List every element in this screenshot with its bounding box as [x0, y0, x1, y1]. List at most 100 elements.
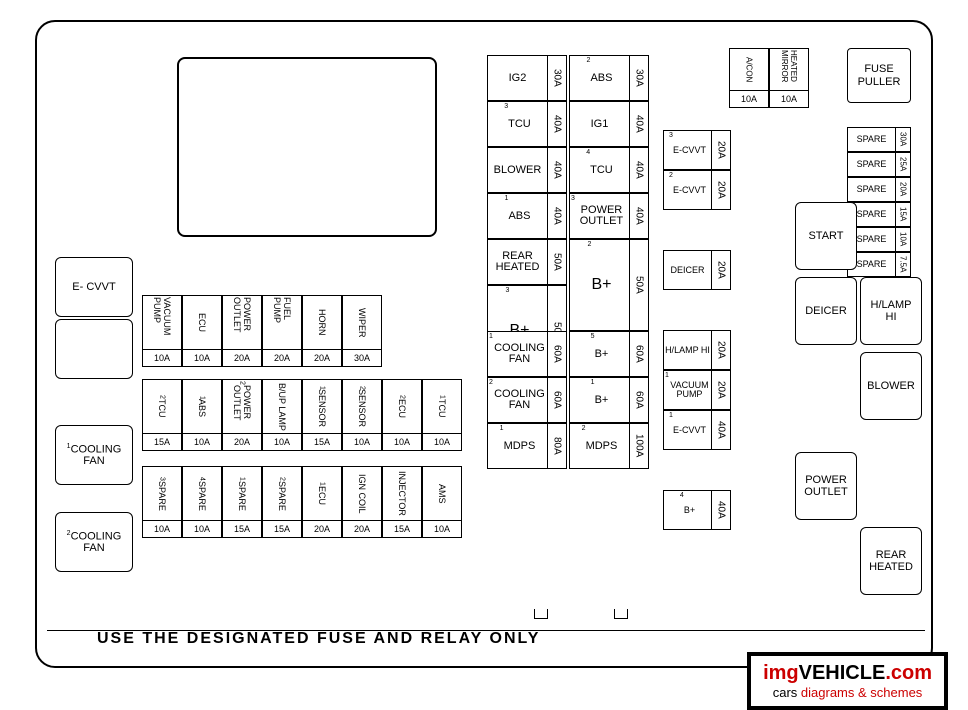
fuse-amp: 10A	[896, 228, 910, 251]
relay-hlamp-hi: H/LAMP HI	[860, 277, 922, 345]
fuse: 3TCU40A	[487, 101, 567, 147]
wm-sa: cars	[773, 685, 801, 700]
fuse: 2E-CVVT20A	[663, 170, 731, 210]
fuse-amp: 20A	[712, 251, 730, 289]
watermark-main: imgVEHICLE.com	[763, 662, 932, 685]
vfuse: B/UP LAMP10A	[262, 379, 302, 451]
fuse-amp: 20A	[896, 178, 910, 201]
fuse-amp: 15A	[223, 521, 261, 537]
vfuse: 1ABS10A	[182, 379, 222, 451]
fuse-amp: 20A	[303, 521, 341, 537]
vfuse: 1ECU20A	[302, 466, 342, 538]
fuse-puller: FUSE PULLER	[847, 48, 911, 103]
relay-start: START	[795, 202, 857, 270]
fuse: IG140A	[569, 101, 649, 147]
spare-fuse: SPARE20A	[847, 177, 911, 202]
fuse-label: INJECTOR	[383, 467, 421, 521]
fuse-amp: 30A	[548, 56, 566, 100]
fuse-label: 2SPARE	[263, 467, 301, 521]
fuse: REAR HEATED50A	[487, 239, 567, 285]
fuse-label: 3E-CVVT	[664, 131, 712, 169]
fuse-amp: 10A	[423, 521, 461, 537]
tab-2	[614, 609, 628, 619]
fuse-amp: 20A	[303, 350, 341, 366]
fuse-label: WIPER	[343, 296, 381, 350]
fuse: 2COOLING FAN60A	[487, 377, 567, 423]
fuse-amp: 40A	[712, 411, 730, 449]
fuse-label: 2TCU	[143, 380, 181, 434]
fuse-label: HEATED MIRROR	[770, 49, 808, 91]
wm-a: img	[763, 662, 799, 684]
fuse-label: AMS	[423, 467, 461, 521]
fuse-label: VACUUM PUMP	[143, 296, 181, 350]
fuse: 1E-CVVT40A	[663, 410, 731, 450]
fuse-label: 2MDPS	[570, 424, 630, 468]
fuse-amp: 40A	[630, 102, 648, 146]
fuse-label: REAR HEATED	[488, 240, 548, 284]
vfuse: 1SENSOR15A	[302, 379, 342, 451]
wm-c: .com	[885, 662, 932, 684]
fuse-amp: 10A	[143, 350, 181, 366]
fuse-amp: 20A	[223, 350, 261, 366]
vfuse: 2TCU15A	[142, 379, 182, 451]
fuse-label: 2SENSOR	[343, 380, 381, 434]
fuse-amp: 25A	[896, 153, 910, 176]
fuse-box-panel: E- CVVT 1COOLING FAN 2COOLING FAN VACUUM…	[35, 20, 933, 668]
fuse-label: DEICER	[664, 251, 712, 289]
fuse-label: 2ECU	[383, 380, 421, 434]
vfuse: 2SENSOR10A	[342, 379, 382, 451]
fuse-amp: 10A	[143, 521, 181, 537]
fuse-amp: 7.5A	[896, 253, 910, 276]
fuse-amp: 10A	[183, 521, 221, 537]
spare-fuse: SPARE25A	[847, 152, 911, 177]
fuse-label: 4TCU	[570, 148, 630, 192]
fuse-label: B/UP LAMP	[263, 380, 301, 434]
fuse-label: IG1	[570, 102, 630, 146]
spare-fuse: SPARE30A	[847, 127, 911, 152]
fuse: BLOWER40A	[487, 147, 567, 193]
fuse-amp: 20A	[712, 131, 730, 169]
fuse-label: 2POWER OUTLET	[223, 380, 261, 434]
fuse-amp: 10A	[730, 91, 768, 107]
fuse-label: SPARE	[848, 153, 896, 176]
fuse-amp: 60A	[548, 332, 566, 376]
fuse: 1VACUUM PUMP20A	[663, 370, 731, 410]
vfuse: WIPER30A	[342, 295, 382, 367]
fuse: DEICER20A	[663, 250, 731, 290]
fuse-label: 1ABS	[183, 380, 221, 434]
fuse-amp: 40A	[712, 491, 730, 529]
fuse-label: 1E-CVVT	[664, 411, 712, 449]
vfuse: 4SPARE10A	[182, 466, 222, 538]
vfuse: A/CON10A	[729, 48, 769, 108]
fuse-amp: 10A	[183, 350, 221, 366]
fuse-label: 2ABS	[570, 56, 630, 100]
relay-ecvvt: E- CVVT	[55, 257, 133, 317]
fuse-amp: 40A	[630, 148, 648, 192]
vfuse: FUEL PUMP20A	[262, 295, 302, 367]
relay-cooling-fan-1: 1COOLING FAN	[55, 425, 133, 485]
fuse-label: 3SPARE	[143, 467, 181, 521]
fuse-label: IG2	[488, 56, 548, 100]
relay-blower: BLOWER	[860, 352, 922, 420]
fuse-amp: 15A	[303, 434, 341, 450]
fuse-label: 1SENSOR	[303, 380, 341, 434]
fuse: 5B+60A	[569, 331, 649, 377]
fuse-label: A/CON	[730, 49, 768, 91]
fuse-amp: 50A	[548, 240, 566, 284]
fuse-amp: 40A	[548, 194, 566, 238]
fuse-amp: 10A	[263, 434, 301, 450]
fuse: 3POWER OUTLET40A	[569, 193, 649, 239]
vfuse: HORN20A	[302, 295, 342, 367]
vfuse: ECU10A	[182, 295, 222, 367]
fuse-amp: 60A	[630, 332, 648, 376]
fuse-label: 1ECU	[303, 467, 341, 521]
fuse-label: 4B+	[664, 491, 712, 529]
fuse-amp: 10A	[343, 434, 381, 450]
fuse-label: 1MDPS	[488, 424, 548, 468]
vfuse: IGN COIL20A	[342, 466, 382, 538]
fuse-label: SPARE	[848, 128, 896, 151]
fuse-amp: 100A	[630, 424, 648, 468]
fuse-label: 5B+	[570, 332, 630, 376]
fuse: IG230A	[487, 55, 567, 101]
fuse-amp: 20A	[712, 171, 730, 209]
